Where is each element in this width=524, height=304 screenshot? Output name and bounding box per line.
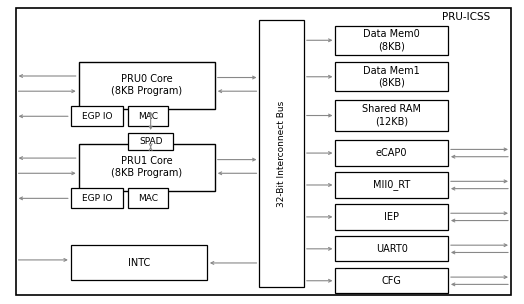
Text: IEP: IEP [384, 212, 399, 222]
Text: Data Mem0
(8KB): Data Mem0 (8KB) [363, 29, 420, 51]
Bar [335, 204, 448, 230]
Bar [335, 236, 448, 261]
Bar [335, 172, 448, 198]
Bar [335, 62, 448, 91]
Bar [128, 188, 168, 208]
Text: UART0: UART0 [376, 244, 408, 254]
Bar [335, 140, 448, 166]
Bar [71, 106, 123, 126]
Text: Shared RAM
(12KB): Shared RAM (12KB) [362, 104, 421, 127]
Text: Data Mem1
(8KB): Data Mem1 (8KB) [363, 66, 420, 88]
Text: MAC: MAC [138, 194, 158, 203]
Text: MAC: MAC [138, 112, 158, 121]
Text: 32-Bit Interconnect Bus: 32-Bit Interconnect Bus [277, 100, 286, 207]
Text: PRU-ICSS: PRU-ICSS [442, 12, 490, 22]
Text: eCAP0: eCAP0 [376, 148, 408, 158]
Bar [71, 188, 123, 208]
Text: SPAD: SPAD [139, 137, 162, 146]
Text: INTC: INTC [128, 258, 150, 268]
Bar [71, 246, 207, 280]
Text: MII0_RT: MII0_RT [373, 180, 410, 190]
Text: EGP IO: EGP IO [82, 112, 112, 121]
Text: PRU0 Core
(8KB Program): PRU0 Core (8KB Program) [111, 74, 182, 96]
Text: PRU1 Core
(8KB Program): PRU1 Core (8KB Program) [111, 156, 182, 178]
Bar [259, 20, 304, 287]
Text: EGP IO: EGP IO [82, 194, 112, 203]
Bar [335, 268, 448, 293]
Bar [128, 133, 173, 150]
Bar [128, 106, 168, 126]
Text: CFG: CFG [382, 276, 401, 286]
Bar [335, 26, 448, 55]
Bar [335, 100, 448, 131]
Bar [79, 61, 215, 109]
Bar [79, 144, 215, 191]
